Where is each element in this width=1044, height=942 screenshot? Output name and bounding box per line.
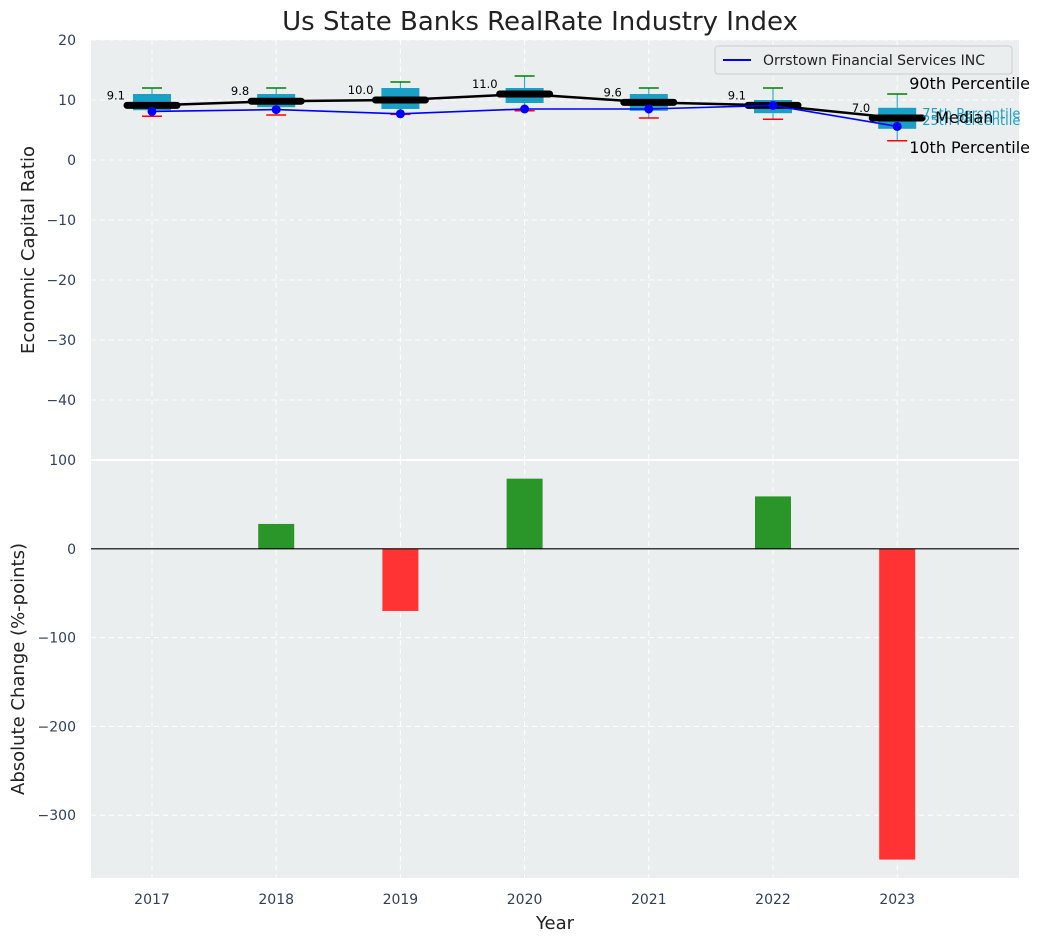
top-y-tick-label: −30: [46, 333, 76, 349]
bottom-y-tick-label: −100: [38, 631, 76, 647]
annotation-25th-percentile: 25th Percentile: [922, 114, 1020, 129]
median-value-labels: 9.1 9.8 10.0 11.0 9.6 9.1 7.0: [107, 77, 870, 115]
top-y-tick-label: −10: [46, 213, 76, 229]
median-value-label: 11.0: [472, 77, 498, 91]
change-bar: [258, 523, 295, 549]
change-bar: [382, 548, 419, 611]
top-y-tick-label: 10: [58, 93, 76, 109]
bottom-y-tick-label: −200: [38, 719, 76, 735]
bottom-y-ticks: 100 0 −100 −200 −300: [38, 453, 76, 824]
bottom-plot-area: [91, 460, 1019, 878]
x-axis-label: Year: [535, 913, 575, 934]
bottom-y-tick-label: 100: [49, 453, 76, 469]
change-bar: [506, 478, 543, 549]
median-value-label: 10.0: [348, 83, 374, 97]
change-bar: [879, 548, 916, 860]
annotation-median: Median: [935, 108, 993, 127]
x-tick-label: 2018: [258, 892, 294, 908]
top-y-ticks: 20 10 0 −10 −20 −30 −40: [46, 33, 76, 409]
x-tick-label: 2017: [134, 892, 170, 908]
median-value-label: 9.1: [107, 88, 125, 102]
company-point: [892, 121, 902, 131]
top-y-tick-label: −20: [46, 273, 76, 289]
median-value-label: 9.8: [231, 84, 249, 98]
x-ticks: 2017 2018 2019 2020 2021 2022 2023: [134, 892, 915, 908]
company-point: [520, 104, 530, 114]
top-grid: [91, 39, 1019, 460]
change-bars: [258, 478, 916, 860]
legend: Orrstown Financial Services INC: [714, 45, 1013, 75]
company-series-group: [147, 100, 902, 131]
company-point: [395, 109, 405, 119]
company-point: [768, 100, 778, 110]
bottom-y-tick-label: 0: [67, 542, 76, 558]
median-value-label: 7.0: [852, 101, 870, 115]
top-y-axis-label: Economic Capital Ratio: [18, 146, 39, 354]
x-tick-label: 2022: [755, 892, 791, 908]
company-point: [644, 104, 654, 114]
x-tick-label: 2021: [631, 892, 667, 908]
legend-box: [714, 45, 1013, 75]
annotation-75th-percentile: 75th Percentile: [922, 107, 1020, 122]
top-y-tick-label: 0: [67, 153, 76, 169]
annotation-10th-percentile: 10th Percentile: [909, 138, 1030, 157]
change-bar: [755, 496, 791, 549]
median-value-label: 9.6: [604, 85, 622, 99]
x-tick-label: 2019: [383, 892, 419, 908]
legend-label: Orrstown Financial Services INC: [763, 53, 985, 69]
x-tick-label: 2023: [879, 892, 915, 908]
top-y-tick-label: 20: [58, 33, 76, 49]
top-y-tick-label: −40: [46, 393, 76, 409]
company-point: [147, 106, 157, 116]
annotation-90th-percentile: 90th Percentile: [909, 74, 1030, 93]
bottom-y-tick-label: −300: [38, 808, 76, 824]
median-value-label: 9.1: [728, 88, 746, 102]
x-tick-label: 2020: [507, 892, 543, 908]
chart-title: Us State Banks RealRate Industry Index: [282, 7, 798, 37]
bottom-y-axis-label: Absolute Change (%-points): [8, 543, 29, 795]
company-point: [271, 105, 281, 115]
